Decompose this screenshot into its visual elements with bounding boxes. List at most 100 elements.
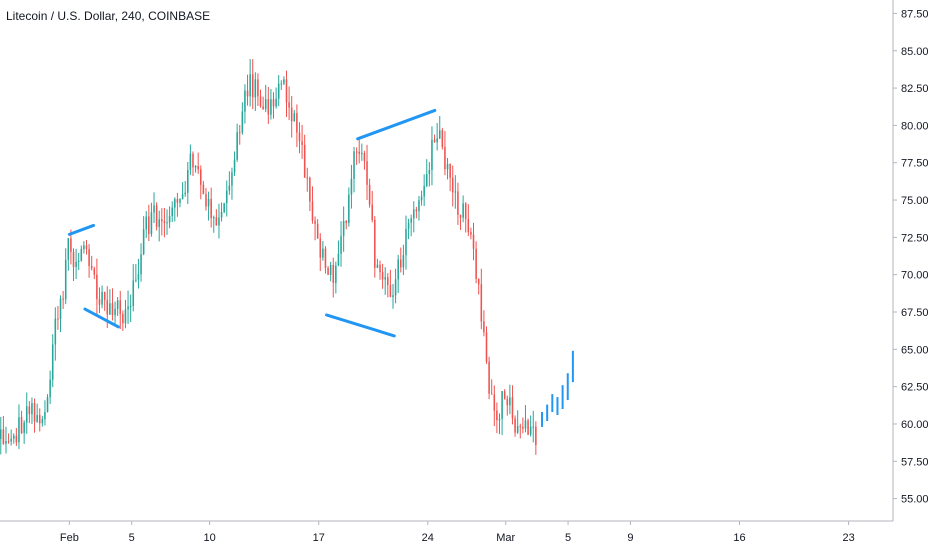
candle-body (319, 238, 322, 258)
candle-body (181, 194, 184, 199)
candle-body (441, 130, 444, 148)
candle-body (212, 217, 215, 219)
trendline-flag-2-upper[interactable] (356, 108, 437, 141)
candle-body (379, 264, 381, 273)
candle-body (420, 196, 423, 201)
candle-body (28, 406, 31, 415)
candle-body (246, 90, 249, 97)
candle-body (174, 199, 176, 208)
candle-body (485, 332, 488, 362)
candle-body (342, 220, 345, 236)
candle-body (80, 249, 83, 261)
candle-body (192, 153, 194, 168)
candle-body (290, 107, 293, 122)
candle-body (137, 274, 140, 280)
time-tick-label: Feb (60, 532, 79, 544)
candle-body (171, 207, 173, 217)
candle-body (267, 99, 270, 115)
candle-body (207, 198, 210, 207)
candle-body (470, 232, 472, 235)
price-tick-label: 67.50 (901, 307, 929, 319)
time-tick-label: 5 (565, 532, 571, 544)
candle-body (88, 249, 90, 266)
candle-body (215, 217, 218, 226)
candle-body (72, 251, 75, 268)
candle-body (163, 221, 166, 224)
candle-body (184, 192, 186, 195)
candle-body (85, 245, 88, 250)
trendline-flag-1-lower[interactable] (83, 307, 120, 329)
price-tick-label: 65.00 (901, 344, 929, 356)
candle-body (103, 291, 106, 300)
candle-body (109, 303, 111, 315)
drawings-layer[interactable] (67, 108, 437, 338)
candle-body (488, 361, 490, 394)
candle-body (467, 218, 470, 233)
candle-body (337, 253, 340, 266)
candle-body (361, 152, 363, 154)
candle-body (376, 264, 379, 268)
time-tick-label: 10 (203, 532, 215, 544)
candle-body (368, 184, 371, 205)
candle-body (251, 74, 254, 98)
candle-body (220, 212, 223, 218)
price-tick-label: 80.00 (901, 120, 929, 132)
candle-body (350, 178, 353, 195)
price-axis[interactable]: 55.00 57.50 60.00 62.50 65.00 67.50 70.00 72.50… (893, 8, 929, 506)
candle-body (106, 299, 109, 315)
candle-body (264, 99, 267, 110)
candle-body (335, 265, 337, 283)
candle-body (238, 132, 241, 134)
candle-body (449, 163, 451, 178)
candle-body (10, 438, 12, 442)
candle-body (288, 102, 290, 108)
candle-body (119, 300, 122, 315)
candle-body (161, 219, 163, 222)
candle-body (98, 299, 101, 305)
candle-body (412, 209, 415, 219)
candle-body (532, 426, 535, 428)
candle-body (257, 79, 259, 97)
candle-body (519, 426, 522, 428)
candle-body (332, 264, 335, 283)
candle-body (405, 228, 407, 256)
candle-body (535, 426, 537, 445)
candle-body (509, 397, 511, 406)
candle-body (477, 278, 480, 285)
candle-body (51, 344, 54, 380)
price-tick-label: 85.00 (901, 46, 929, 58)
candle-body (374, 219, 376, 268)
candle-body (345, 220, 348, 224)
candle-body (59, 298, 62, 320)
candle-body (457, 191, 459, 215)
candle-body (218, 217, 220, 226)
candle-body (254, 79, 257, 98)
trendline-flag-1-upper[interactable] (67, 223, 96, 236)
candle-body (444, 147, 446, 170)
candle-body (272, 99, 275, 107)
candle-body (194, 166, 197, 168)
candle-body (394, 279, 397, 296)
candle-body (366, 161, 368, 185)
candle-body (70, 238, 72, 252)
candle-body (249, 74, 251, 97)
candle-body (168, 216, 171, 223)
candle-body (371, 204, 373, 220)
trendline-flag-2-lower[interactable] (324, 313, 396, 338)
candle-body (387, 277, 389, 286)
candle-body (259, 96, 262, 107)
candle-body (472, 234, 475, 249)
candle-body (96, 274, 98, 300)
time-tick-label: 5 (129, 532, 135, 544)
candle-body (12, 435, 15, 439)
time-axis[interactable]: Feb 5 10 17 24 Mar 5 9 16 23 (60, 521, 855, 544)
candle-body (124, 309, 127, 324)
candle-body (451, 177, 454, 193)
time-tick-label: Mar (496, 532, 515, 544)
candle-body (127, 306, 129, 310)
candle-body (202, 184, 205, 195)
candle-body (200, 169, 202, 185)
chart-title: Litecoin / U.S. Dollar, 240, COINBASE (6, 9, 211, 23)
